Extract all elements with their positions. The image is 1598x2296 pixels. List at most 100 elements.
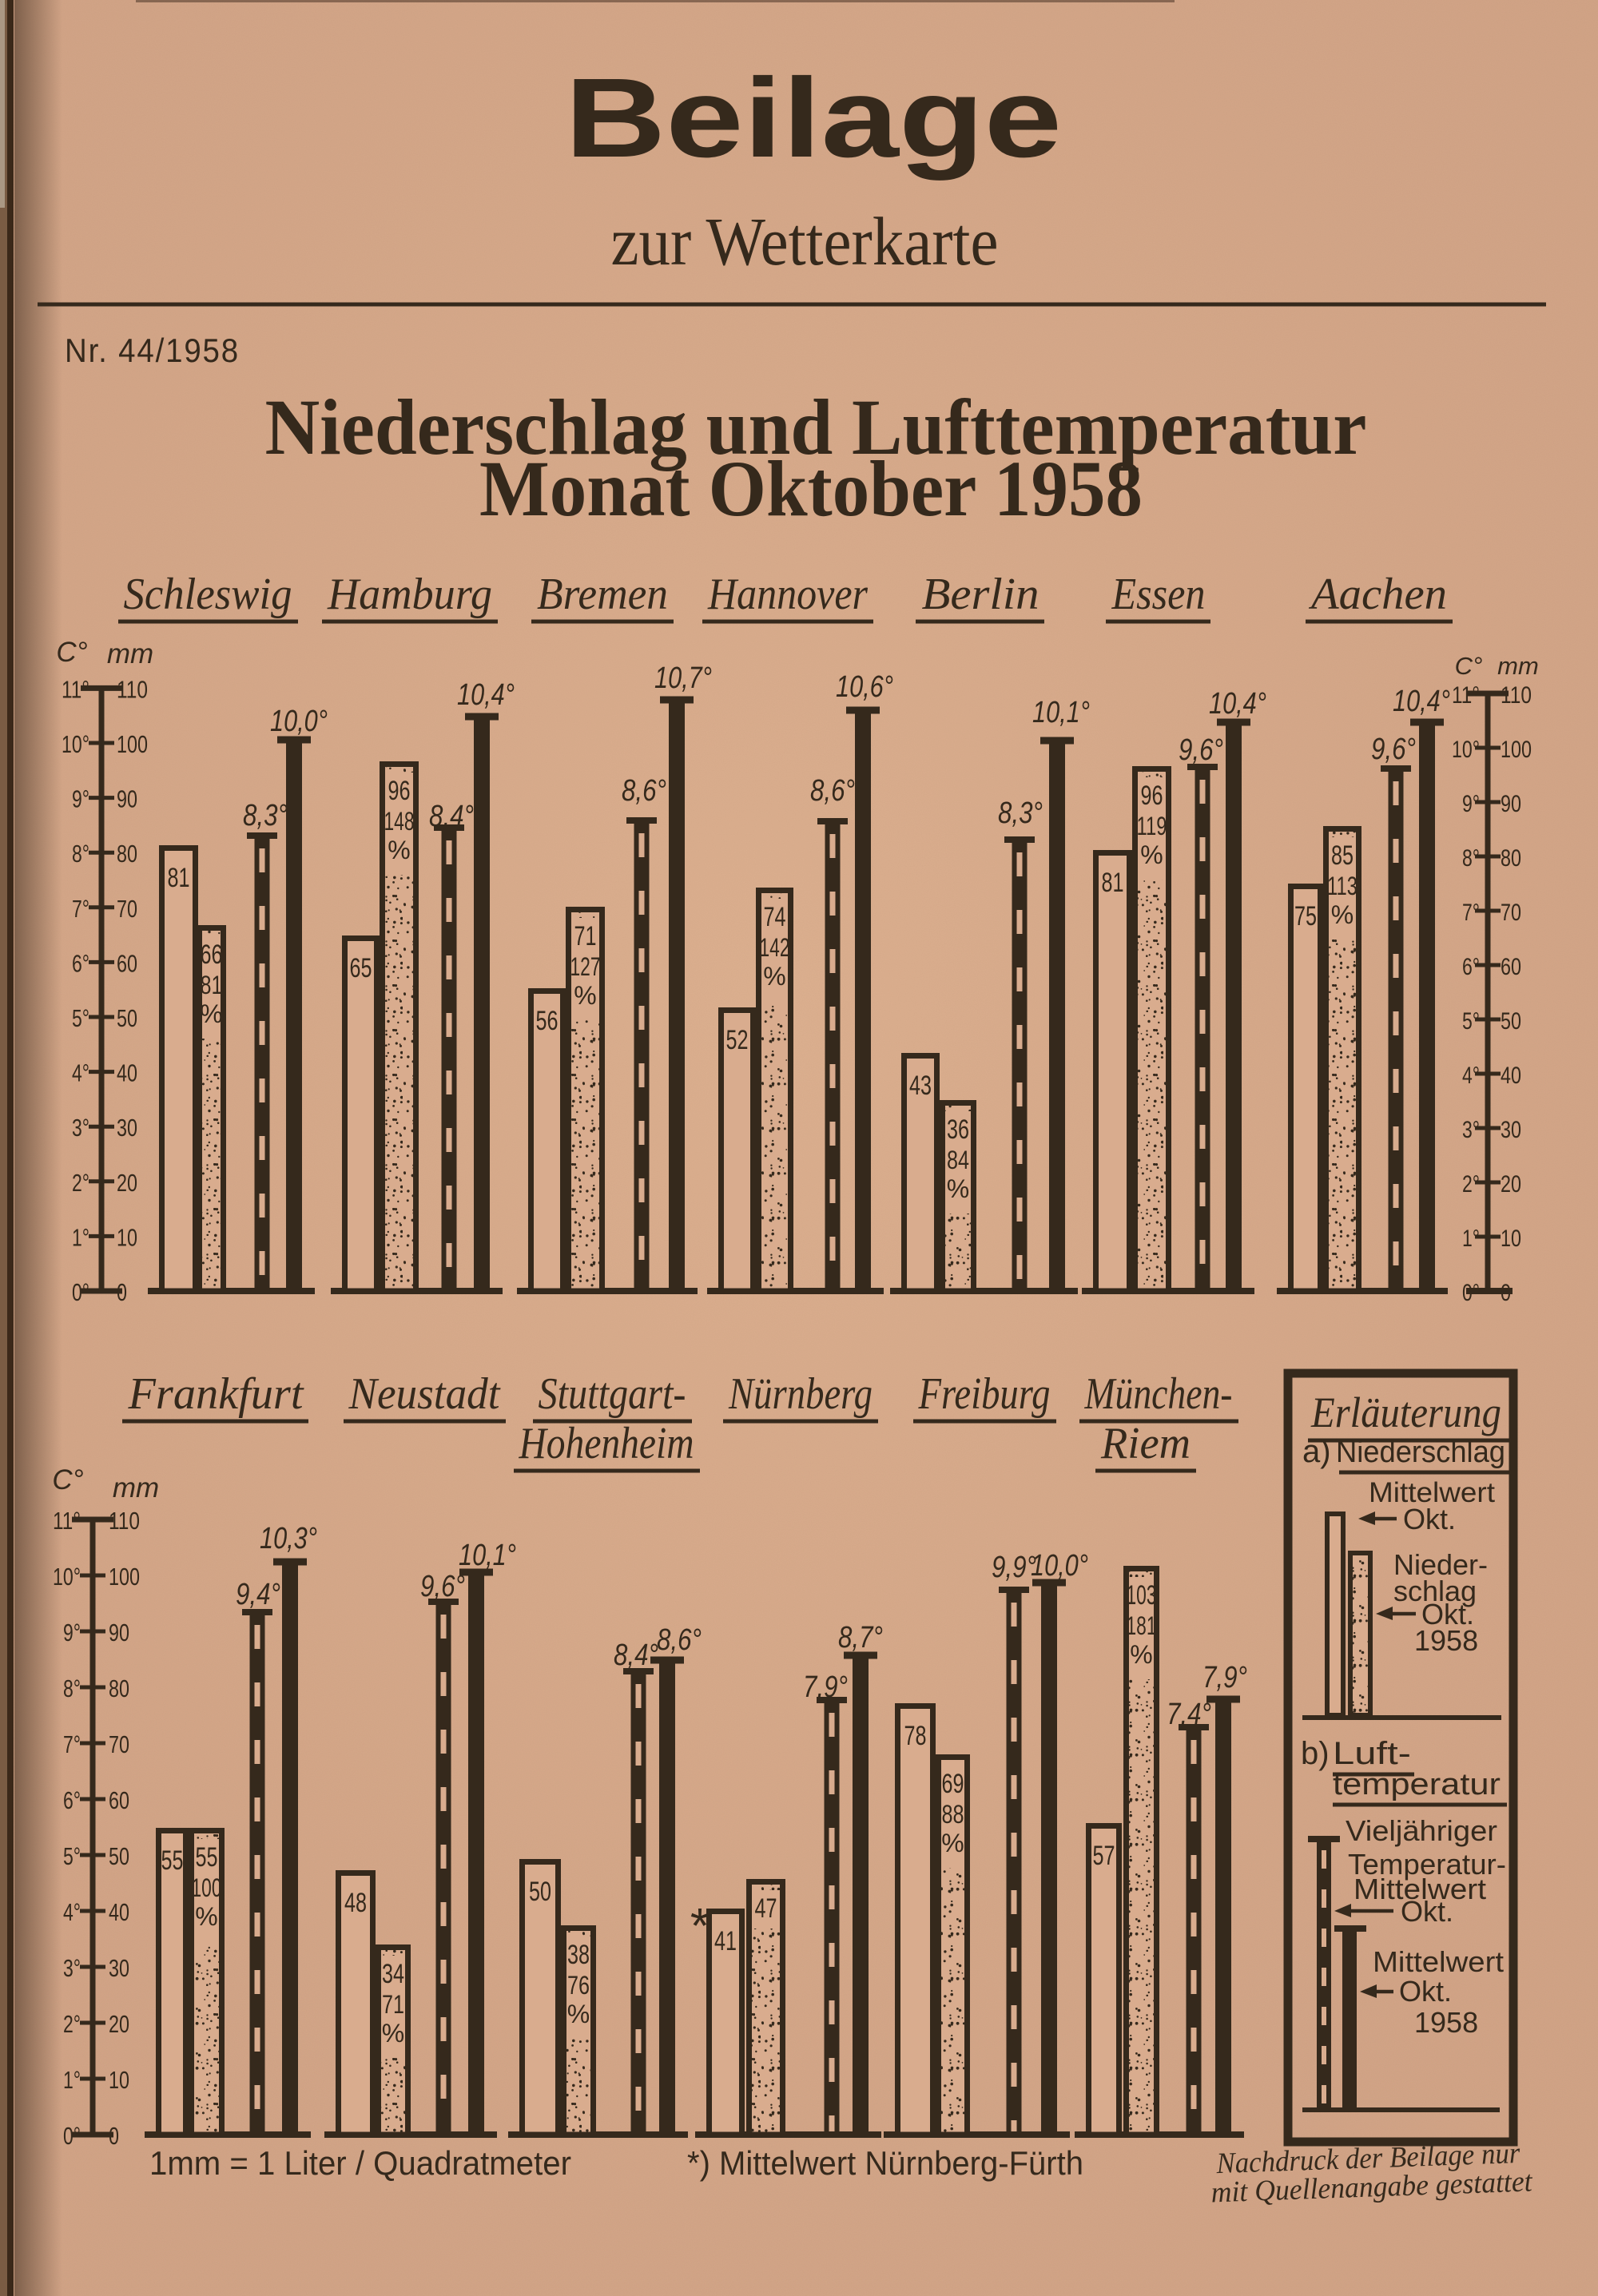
svg-text:Stuttgart-: Stuttgart- xyxy=(539,1369,686,1419)
svg-text:%: % xyxy=(1331,900,1354,929)
svg-text:9°: 9° xyxy=(63,1619,81,1647)
svg-text:55: 55 xyxy=(161,1845,184,1876)
svg-text:85: 85 xyxy=(1331,840,1354,871)
svg-text:47: 47 xyxy=(755,1893,777,1924)
svg-text:%: % xyxy=(941,1829,964,1857)
svg-text:Bremen: Bremen xyxy=(537,570,668,619)
svg-text:Niederschlag: Niederschlag xyxy=(1336,1436,1505,1469)
svg-text:11°: 11° xyxy=(1452,682,1480,709)
svg-text:Okt.: Okt. xyxy=(1401,1895,1453,1928)
svg-text:52: 52 xyxy=(726,1025,749,1055)
svg-text:148: 148 xyxy=(384,807,415,836)
svg-text:Nürnberg: Nürnberg xyxy=(728,1369,873,1419)
svg-text:127: 127 xyxy=(570,952,601,981)
svg-text:80: 80 xyxy=(1501,845,1521,872)
svg-text:10,0°: 10,0° xyxy=(270,705,328,738)
svg-text:80: 80 xyxy=(109,1674,129,1702)
svg-text:8,7°: 8,7° xyxy=(838,1621,883,1654)
svg-text:Okt.: Okt. xyxy=(1403,1503,1456,1535)
svg-text:7,4°: 7,4° xyxy=(1167,1698,1211,1731)
svg-text:Hamburg: Hamburg xyxy=(327,570,492,619)
svg-text:50: 50 xyxy=(109,1842,129,1870)
svg-text:66: 66 xyxy=(201,939,223,970)
svg-text:10: 10 xyxy=(117,1223,137,1251)
svg-text:1°: 1° xyxy=(1462,1225,1480,1252)
svg-text:Essen: Essen xyxy=(1111,570,1206,619)
svg-text:9°: 9° xyxy=(1462,791,1480,817)
svg-text:100: 100 xyxy=(1501,737,1532,763)
svg-text:10,1°: 10,1° xyxy=(1032,696,1090,729)
svg-text:%: % xyxy=(382,2019,404,2048)
svg-text:5°: 5° xyxy=(63,1842,81,1870)
svg-text:0°: 0° xyxy=(63,2122,81,2150)
svg-text:Okt.: Okt. xyxy=(1399,1975,1452,2008)
svg-text:50: 50 xyxy=(1501,1008,1521,1035)
svg-text:Mittelwert: Mittelwert xyxy=(1369,1477,1495,1508)
svg-text:mm: mm xyxy=(107,638,153,669)
svg-text:96: 96 xyxy=(1141,781,1163,811)
svg-text:0: 0 xyxy=(117,1278,127,1306)
svg-text:mm: mm xyxy=(1497,652,1539,680)
svg-text:8,6°: 8,6° xyxy=(657,1623,702,1657)
svg-text:56: 56 xyxy=(536,1006,559,1036)
svg-text:71: 71 xyxy=(382,1990,404,2019)
svg-text:96: 96 xyxy=(388,776,411,806)
svg-text:142: 142 xyxy=(760,933,790,962)
svg-text:8,6°: 8,6° xyxy=(810,774,855,808)
svg-text:71: 71 xyxy=(574,921,597,951)
svg-text:10°: 10° xyxy=(53,1563,81,1591)
svg-text:30: 30 xyxy=(109,1954,129,1982)
svg-text:4°: 4° xyxy=(72,1059,89,1087)
svg-text:8°: 8° xyxy=(63,1674,81,1702)
svg-text:schlag: schlag xyxy=(1393,1575,1477,1607)
svg-text:8°: 8° xyxy=(1462,845,1480,872)
svg-text:2°: 2° xyxy=(72,1169,89,1197)
svg-text:%: % xyxy=(388,836,410,864)
svg-text:1958: 1958 xyxy=(1414,2006,1478,2039)
svg-text:9,9°: 9,9° xyxy=(992,1551,1036,1584)
svg-text:10,3°: 10,3° xyxy=(260,1522,317,1555)
svg-text:%: % xyxy=(1130,1640,1152,1669)
svg-text:69: 69 xyxy=(942,1769,964,1799)
svg-text:Hohenheim: Hohenheim xyxy=(519,1419,694,1468)
svg-text:zur Wetterkarte: zur Wetterkarte xyxy=(611,203,999,280)
svg-text:München-: München- xyxy=(1084,1369,1233,1419)
svg-text:Riem: Riem xyxy=(1100,1419,1191,1468)
svg-text:10: 10 xyxy=(109,2066,129,2094)
svg-text:110: 110 xyxy=(117,675,148,703)
svg-text:%: % xyxy=(947,1174,969,1203)
svg-text:10,4°: 10,4° xyxy=(457,678,515,712)
svg-text:34: 34 xyxy=(382,1959,404,1989)
svg-text:%: % xyxy=(574,981,596,1010)
svg-text:41: 41 xyxy=(714,1926,737,1956)
svg-text:10,6°: 10,6° xyxy=(836,670,893,704)
svg-text:9°: 9° xyxy=(72,785,89,813)
svg-text:8,3°: 8,3° xyxy=(243,799,288,832)
svg-text:119: 119 xyxy=(1137,812,1167,840)
svg-text:84: 84 xyxy=(947,1146,969,1174)
svg-text:10,7°: 10,7° xyxy=(654,661,712,695)
svg-text:60: 60 xyxy=(109,1786,129,1814)
svg-text:5°: 5° xyxy=(72,1004,89,1032)
svg-text:20: 20 xyxy=(1501,1171,1521,1198)
svg-text:Freiburg: Freiburg xyxy=(918,1369,1051,1419)
svg-text:5°: 5° xyxy=(1462,1008,1480,1035)
svg-text:temperatur: temperatur xyxy=(1333,1768,1501,1801)
svg-text:38: 38 xyxy=(567,1940,590,1970)
svg-text:50: 50 xyxy=(529,1877,551,1907)
svg-text:88: 88 xyxy=(942,1800,964,1829)
svg-text:76: 76 xyxy=(567,1971,590,2000)
svg-text:a): a) xyxy=(1302,1434,1331,1469)
svg-text:20: 20 xyxy=(117,1169,137,1197)
svg-text:3°: 3° xyxy=(63,1954,81,1982)
svg-text:%: % xyxy=(567,2000,590,2028)
svg-text:%: % xyxy=(763,962,785,991)
svg-text:181: 181 xyxy=(1127,1611,1157,1640)
svg-text:1958: 1958 xyxy=(1414,1624,1478,1657)
svg-text:74: 74 xyxy=(764,902,786,932)
svg-text:6°: 6° xyxy=(63,1786,81,1814)
svg-text:70: 70 xyxy=(109,1730,129,1758)
svg-text:50: 50 xyxy=(117,1004,137,1032)
svg-text:100: 100 xyxy=(117,730,148,758)
svg-text:7,9°: 7,9° xyxy=(1202,1661,1247,1694)
